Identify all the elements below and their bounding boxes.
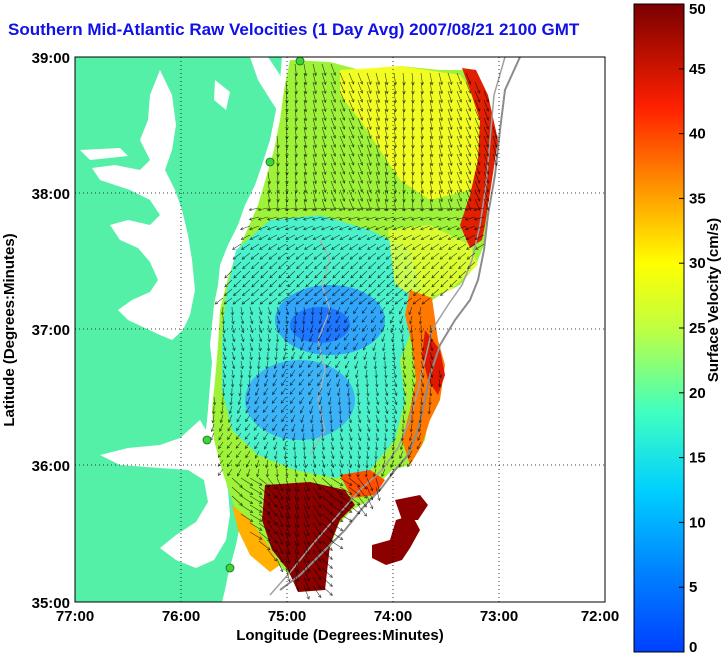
y-tick: 38:00	[32, 186, 70, 203]
colorbar-tick-label: 30	[689, 255, 706, 272]
gridlines	[75, 57, 605, 602]
delmarva-inlet	[214, 80, 230, 110]
x-tick: 73:00	[480, 608, 518, 625]
x-tick: 72:00	[581, 608, 619, 625]
y-tick: 39:00	[32, 50, 70, 67]
y-tick: 35:00	[32, 595, 70, 612]
velocity-blue-core-south	[245, 360, 355, 440]
colorbar-tick-label: 45	[689, 61, 706, 78]
pamlico-sound	[100, 420, 230, 568]
plot-border	[74, 56, 606, 603]
colorbar	[633, 3, 685, 653]
velocity-red-offshore	[372, 515, 420, 565]
velocity-red-south	[262, 482, 355, 592]
colorbar-tick-label: 10	[689, 514, 706, 531]
y-axis-label: Latitude (Degrees:Minutes)	[1, 233, 18, 426]
colorbar-tick-label: 20	[689, 385, 706, 402]
bathymetry-contour-inner	[269, 57, 506, 596]
x-tick: 75:00	[268, 608, 306, 625]
velocity-red-northeast	[460, 68, 498, 248]
y-tick: 36:00	[32, 458, 70, 475]
x-tick: 77:00	[56, 608, 94, 625]
colorbar-tick-label: 5	[689, 579, 697, 596]
colorbar-tick-label: 0	[689, 639, 697, 656]
x-tick: 74:00	[374, 608, 412, 625]
colorbar-tick-label: 25	[689, 320, 706, 337]
delaware-bay	[250, 57, 283, 110]
velocity-blue-center	[290, 307, 350, 343]
velocity-red-offshore-2	[395, 495, 428, 520]
x-tick: 76:00	[162, 608, 200, 625]
velocity-orange-coast-south	[232, 505, 280, 572]
colorbar-tick-label: 15	[689, 450, 706, 467]
y-axis-ticks: 39:00 38:00 37:00 36:00 35:00	[32, 50, 70, 612]
colorbar-tick-label: 35	[689, 190, 706, 207]
colorbar-tick-label: 50	[689, 1, 706, 18]
colorbar-tick-label: 40	[689, 126, 706, 143]
station-marker	[265, 157, 275, 167]
station-marker	[202, 435, 212, 445]
x-axis-ticks: 77:00 76:00 75:00 74:00 73:00 72:00	[56, 608, 619, 625]
chesapeake-bay	[92, 70, 195, 340]
station-marker	[295, 56, 305, 66]
colorbar-label: Surface Velocity (cm/s)	[705, 218, 722, 382]
velocity-arrows	[210, 63, 498, 600]
arrow-glyphs	[210, 63, 498, 600]
station-marker	[225, 563, 235, 573]
dc-river	[80, 148, 128, 160]
y-tick: 37:00	[32, 322, 70, 339]
map-title: Southern Mid-Atlantic Raw Velocities (1 …	[8, 20, 580, 39]
x-axis-label: Longitude (Degrees:Minutes)	[236, 627, 444, 644]
